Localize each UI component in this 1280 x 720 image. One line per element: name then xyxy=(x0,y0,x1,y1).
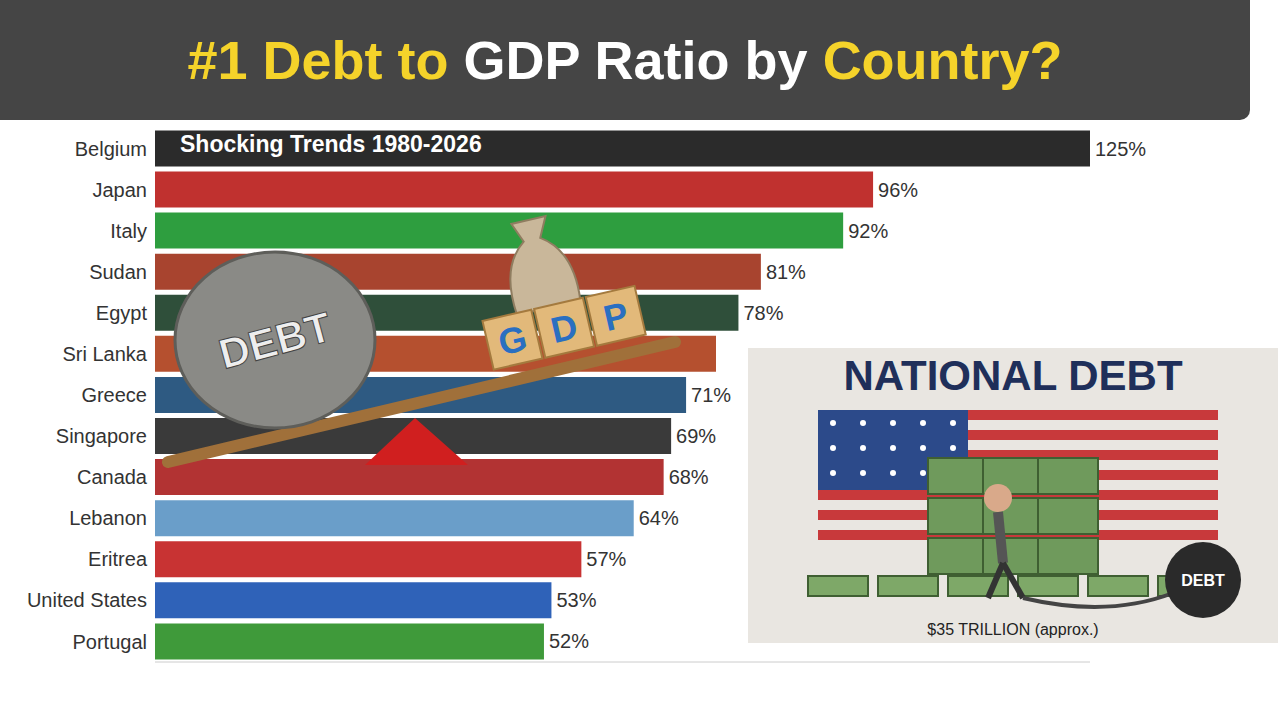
svg-text:Egypt: Egypt xyxy=(96,302,148,324)
svg-text:96%: 96% xyxy=(878,179,918,201)
svg-text:United States: United States xyxy=(27,589,147,611)
svg-text:71%: 71% xyxy=(691,384,731,406)
svg-text:Eritrea: Eritrea xyxy=(88,548,148,570)
svg-text:125%: 125% xyxy=(1095,138,1146,160)
svg-text:Japan: Japan xyxy=(93,179,148,201)
html-text:#1 Debt to GDP Ratio by Countr: #1 Debt to GDP Ratio by Country? xyxy=(187,30,1063,90)
html-text:Shocking Trends 1980-2026: Shocking Trends 1980-2026 xyxy=(180,131,482,157)
svg-text:92%: 92% xyxy=(848,220,888,242)
svg-text:NATIONAL DEBT: NATIONAL DEBT xyxy=(843,352,1182,399)
svg-text:53%: 53% xyxy=(556,589,596,611)
svg-text:Italy: Italy xyxy=(110,220,147,242)
svg-text:$35 TRILLION (approx.): $35 TRILLION (approx.) xyxy=(927,621,1098,638)
svg-text:Canada: Canada xyxy=(77,466,148,488)
svg-text:G: G xyxy=(494,317,531,363)
svg-text:Sudan: Sudan xyxy=(89,261,147,283)
svg-text:Portugal: Portugal xyxy=(73,631,148,653)
svg-text:Singapore: Singapore xyxy=(56,425,147,447)
svg-text:64%: 64% xyxy=(639,507,679,529)
svg-text:69%: 69% xyxy=(676,425,716,447)
svg-text:D: D xyxy=(547,305,582,351)
svg-text:Greece: Greece xyxy=(81,384,147,406)
svg-text:52%: 52% xyxy=(549,630,589,652)
svg-text:81%: 81% xyxy=(766,261,806,283)
svg-text:68%: 68% xyxy=(669,466,709,488)
svg-text:Lebanon: Lebanon xyxy=(69,507,147,529)
svg-text:57%: 57% xyxy=(586,548,626,570)
svg-text:P: P xyxy=(600,294,633,339)
svg-text:Belgium: Belgium xyxy=(75,138,147,160)
svg-text:DEBT: DEBT xyxy=(1181,572,1225,589)
svg-text:78%: 78% xyxy=(743,302,783,324)
svg-text:Sri Lanka: Sri Lanka xyxy=(63,343,148,365)
svg-text:DEBT: DEBT xyxy=(214,303,337,378)
